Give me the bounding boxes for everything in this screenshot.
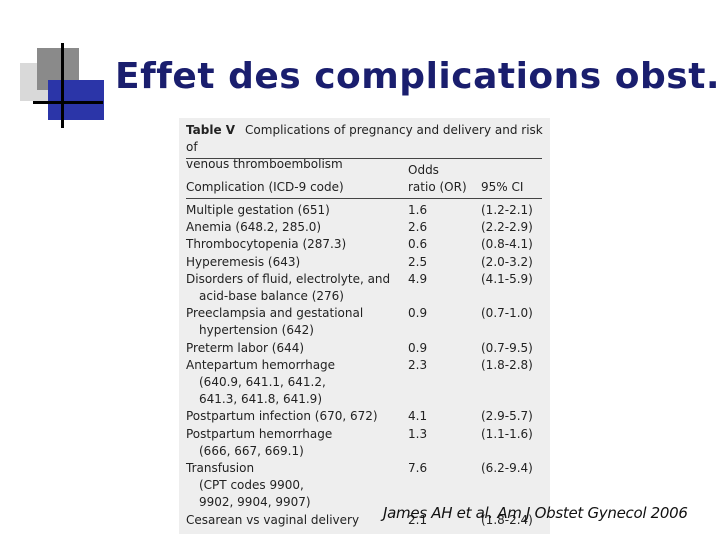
header-or-line2: ratio (OR) <box>408 180 467 194</box>
cell-complication: Multiple gestation (651) <box>186 203 330 217</box>
table-row: Hyperemesis (643) 2.5 (2.0-3.2) <box>179 254 550 271</box>
table-row: 9902, 9904, 9907) <box>179 494 550 511</box>
citation: James AH et al. Am J Obstet Gynecol 2006 <box>383 504 688 522</box>
table-row: hypertension (642) <box>179 322 550 339</box>
table-row: acid-base balance (276) <box>179 288 550 305</box>
cell-ci: (0.7-1.0) <box>481 306 533 321</box>
cell-complication: Transfusion <box>186 461 255 475</box>
table-image: Table V Complications of pregnancy and de… <box>179 118 550 534</box>
decor-line-horizontal <box>33 101 103 104</box>
table-row: Anemia (648.2, 285.0) 2.6 (2.2-2.9) <box>179 219 550 236</box>
header-complication: Complication (ICD-9 code) <box>186 180 344 194</box>
cell-ci: (2.9-5.7) <box>481 409 533 424</box>
cell-ci: (1.1-1.6) <box>481 426 533 441</box>
cell-complication: Antepartum hemorrhage <box>186 357 336 372</box>
cell-complication: 641.3, 641.8, 641.9) <box>199 392 322 407</box>
cell-complication: acid-base balance (276) <box>199 289 344 303</box>
header-ci: 95% CI <box>481 180 524 194</box>
cell-complication: (666, 667, 669.1) <box>199 443 304 458</box>
table-caption: Table V Complications of pregnancy and de… <box>186 122 546 173</box>
cell-odds-ratio: 7.6 <box>408 461 428 475</box>
cell-odds-ratio: 0.9 <box>408 340 428 355</box>
cell-complication: Postpartum infection (670, 672) <box>186 409 378 424</box>
cell-odds-ratio: 2.6 <box>408 220 428 235</box>
table-row: Multiple gestation (651) 1.6 (1.2-2.1) <box>179 202 550 219</box>
cell-odds-ratio: 1.3 <box>408 426 428 441</box>
cell-complication: Cesarean vs vaginal delivery <box>186 512 360 527</box>
cell-odds-ratio: 1.6 <box>408 203 428 217</box>
cell-complication: Anemia (648.2, 285.0) <box>186 220 322 235</box>
header-or-line1: Odds <box>408 163 439 177</box>
table-row: Antepartum hemorrhage 2.3 (1.8-2.8) <box>179 357 550 374</box>
table-row: Cesarean vs vaginal delivery 2.1 (1.8-2.4) <box>179 512 550 529</box>
cell-ci: (2.2-2.9) <box>481 220 533 235</box>
decor-square-blue <box>48 80 104 120</box>
cell-complication: Disorders of fluid, electrolyte, and <box>186 271 391 286</box>
cell-ci: (1.8-2.8) <box>481 357 533 372</box>
cell-odds-ratio: 2.1 <box>408 512 428 527</box>
cell-ci: (1.2-2.1) <box>481 203 533 217</box>
table-rule-header <box>186 198 542 199</box>
cell-ci: (0.8-4.1) <box>481 237 533 252</box>
cell-odds-ratio: 4.9 <box>408 271 428 286</box>
table-caption-line2: venous thromboembolism <box>186 157 343 171</box>
table-row: (640.9, 641.1, 641.2, <box>179 374 550 391</box>
slide-title: Effet des complications obst. <box>115 56 720 97</box>
table-row: Disorders of fluid, electrolyte, and 4.9 (… <box>179 271 550 288</box>
cell-complication: 9902, 9904, 9907) <box>199 495 311 510</box>
cell-odds-ratio: 0.9 <box>408 306 428 321</box>
table-row: Preterm labor (644) 0.9 (0.7-9.5) <box>179 340 550 357</box>
table-row: 641.3, 641.8, 641.9) <box>179 391 550 408</box>
table-row: Thrombocytopenia (287.3) 0.6 (0.8-4.1) <box>179 236 550 253</box>
cell-odds-ratio: 4.1 <box>408 409 428 424</box>
cell-ci: (2.0-3.2) <box>481 254 533 269</box>
table-row: Preeclampsia and gestational 0.9 (0.7-1.0) <box>179 305 550 322</box>
table-row: (CPT codes 9900, <box>179 477 550 494</box>
cell-complication: Hyperemesis (643) <box>186 254 301 269</box>
table-row: Postpartum infection (670, 672) 4.1 (2.9-5… <box>179 408 550 425</box>
cell-odds-ratio: 2.3 <box>408 357 428 372</box>
table-rule-top <box>186 158 542 159</box>
cell-complication: Postpartum hemorrhage <box>186 426 333 441</box>
cell-ci: (6.2-9.4) <box>481 461 533 475</box>
decor-line-vertical <box>61 43 64 128</box>
cell-complication: hypertension (642) <box>199 323 314 338</box>
table-row: (666, 667, 669.1) <box>179 443 550 460</box>
cell-odds-ratio: 2.5 <box>408 254 428 269</box>
cell-complication: Preterm labor (644) <box>186 340 305 355</box>
cell-complication: (640.9, 641.1, 641.2, <box>199 375 326 389</box>
cell-complication: (CPT codes 9900, <box>199 478 304 493</box>
cell-odds-ratio: 0.6 <box>408 237 428 252</box>
cell-ci: (4.1-5.9) <box>481 271 533 286</box>
table-row: Transfusion 7.6 (6.2-9.4) <box>179 460 550 477</box>
cell-complication: Thrombocytopenia (287.3) <box>186 237 347 252</box>
cell-ci: (1.8-2.4) <box>481 512 533 527</box>
cell-ci: (0.7-9.5) <box>481 340 533 355</box>
table-row: Postpartum hemorrhage 1.3 (1.1-1.6) <box>179 426 550 443</box>
table-label: Table V <box>186 123 236 137</box>
cell-complication: Preeclampsia and gestational <box>186 306 364 321</box>
table-caption-line1: Complications of pregnancy and delivery … <box>186 123 543 154</box>
